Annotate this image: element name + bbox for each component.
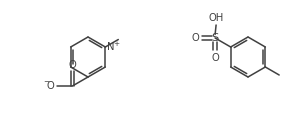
Text: +: +	[113, 40, 119, 46]
Text: OH: OH	[208, 13, 224, 23]
Text: O: O	[191, 33, 199, 43]
Text: −: −	[43, 79, 49, 86]
Text: O: O	[47, 81, 54, 91]
Text: N: N	[107, 42, 114, 52]
Text: O: O	[211, 53, 219, 63]
Text: S: S	[211, 33, 219, 43]
Text: O: O	[69, 60, 76, 69]
